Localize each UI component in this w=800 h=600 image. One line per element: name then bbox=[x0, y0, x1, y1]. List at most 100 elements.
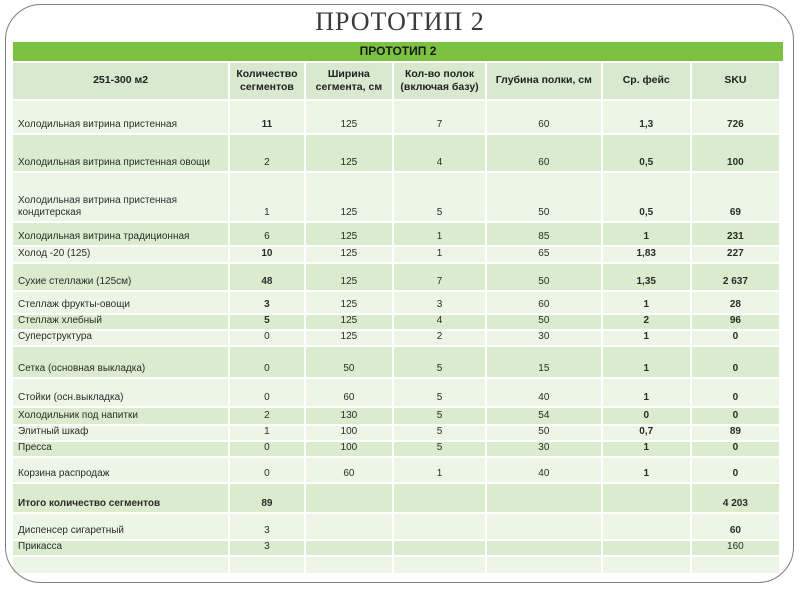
table-row: Холодильная витрина пристенная 11 125 7 60 1,… bbox=[13, 101, 779, 133]
cell: 125 bbox=[305, 223, 393, 245]
cell bbox=[487, 484, 601, 512]
cell: 69 bbox=[691, 173, 779, 221]
row-label: Итого количество сегментов bbox=[13, 484, 229, 512]
cell: 60 bbox=[487, 101, 601, 133]
table-row: Диспенсер сигаретный 3 60 bbox=[13, 514, 779, 539]
cell: 60 bbox=[305, 458, 393, 482]
cell: 40 bbox=[487, 379, 601, 406]
table-row: Прикасса 3 160 bbox=[13, 541, 779, 555]
cell bbox=[394, 514, 485, 539]
cell bbox=[230, 557, 304, 573]
cell: 130 bbox=[305, 408, 393, 424]
cell: 125 bbox=[305, 135, 393, 171]
cell: 5 bbox=[394, 379, 485, 406]
cell: 1 bbox=[230, 426, 304, 440]
cell: 60 bbox=[305, 379, 393, 406]
row-label: Элитный шкаф bbox=[13, 426, 229, 440]
cell: 0,5 bbox=[602, 135, 690, 171]
cell bbox=[394, 484, 485, 512]
cell: 28 bbox=[691, 292, 779, 313]
cell: 0 bbox=[230, 347, 304, 377]
cell bbox=[305, 557, 393, 573]
cell: 227 bbox=[691, 247, 779, 262]
cell: 2 637 bbox=[691, 264, 779, 290]
table-row: Холодильная витрина традиционная 6 125 1 85 1… bbox=[13, 223, 779, 245]
row-label: Холодильная витрина пристенная кондитерс… bbox=[13, 173, 229, 221]
cell: 30 bbox=[487, 331, 601, 345]
cell: 100 bbox=[305, 426, 393, 440]
row-label: Стеллаж хлебный bbox=[13, 315, 229, 329]
table-row: Сухие стеллажи (125см) 48 125 7 50 1,35 2 637 bbox=[13, 264, 779, 290]
data-table: 251-300 м2 Количество сегментов Ширина с… bbox=[11, 61, 781, 575]
cell: 1 bbox=[602, 379, 690, 406]
cell: 100 bbox=[305, 442, 393, 456]
cell: 5 bbox=[394, 347, 485, 377]
cell: 5 bbox=[394, 408, 485, 424]
cell: 85 bbox=[487, 223, 601, 245]
cell: 1 bbox=[394, 458, 485, 482]
table-row: Холод -20 (125) 10 125 1 65 1,83 227 bbox=[13, 247, 779, 262]
cell: 50 bbox=[305, 347, 393, 377]
cell: 125 bbox=[305, 101, 393, 133]
cell: 89 bbox=[230, 484, 304, 512]
column-header-shelf-count: Кол-во полок (включая базу) bbox=[394, 63, 485, 99]
cell: 15 bbox=[487, 347, 601, 377]
table-row: Корзина распродаж 0 60 1 40 1 0 bbox=[13, 458, 779, 482]
cell: 11 bbox=[230, 101, 304, 133]
cell: 100 bbox=[691, 135, 779, 171]
cell: 231 bbox=[691, 223, 779, 245]
cell bbox=[487, 541, 601, 555]
cell: 125 bbox=[305, 315, 393, 329]
cell: 1 bbox=[602, 223, 690, 245]
cell: 4 bbox=[394, 135, 485, 171]
cell: 0 bbox=[691, 458, 779, 482]
cell: 50 bbox=[487, 264, 601, 290]
cell: 0 bbox=[230, 442, 304, 456]
cell: 10 bbox=[230, 247, 304, 262]
cell: 0,7 bbox=[602, 426, 690, 440]
cell: 1,83 bbox=[602, 247, 690, 262]
row-label: Холодильная витрина традиционная bbox=[13, 223, 229, 245]
cell: 7 bbox=[394, 264, 485, 290]
table-row: Стойки (осн.выкладка) 0 60 5 40 1 0 bbox=[13, 379, 779, 406]
cell: 1,3 bbox=[602, 101, 690, 133]
cell: 0 bbox=[602, 408, 690, 424]
header-row: 251-300 м2 Количество сегментов Ширина с… bbox=[13, 63, 779, 99]
cell: 5 bbox=[394, 442, 485, 456]
cell: 30 bbox=[487, 442, 601, 456]
cell bbox=[602, 541, 690, 555]
cell: 0 bbox=[230, 379, 304, 406]
cell: 4 203 bbox=[691, 484, 779, 512]
cell: 0 bbox=[230, 458, 304, 482]
cell: 125 bbox=[305, 331, 393, 345]
cell: 40 bbox=[487, 458, 601, 482]
cell: 5 bbox=[230, 315, 304, 329]
table-row: Стеллаж фрукты-овощи 3 125 3 60 1 28 bbox=[13, 292, 779, 313]
row-label: Холодильная витрина пристенная овощи bbox=[13, 135, 229, 171]
cell: 125 bbox=[305, 247, 393, 262]
cell: 125 bbox=[305, 173, 393, 221]
cell: 125 bbox=[305, 264, 393, 290]
row-label: Корзина распродаж bbox=[13, 458, 229, 482]
cell bbox=[691, 557, 779, 573]
cell: 1 bbox=[394, 223, 485, 245]
table-row: Стеллаж хлебный 5 125 4 50 2 96 bbox=[13, 315, 779, 329]
cell bbox=[394, 541, 485, 555]
row-label: Сетка (основная выкладка) bbox=[13, 347, 229, 377]
column-header-shelf-depth: Глубина полки, см bbox=[487, 63, 601, 99]
cell: 160 bbox=[691, 541, 779, 555]
cell: 50 bbox=[487, 173, 601, 221]
cell bbox=[305, 541, 393, 555]
table-row: Холодильная витрина пристенная кондитерс… bbox=[13, 173, 779, 221]
row-label: Стеллаж фрукты-овощи bbox=[13, 292, 229, 313]
table-body: Холодильная витрина пристенная 11 125 7 60 1,… bbox=[13, 101, 779, 573]
cell: 0 bbox=[691, 347, 779, 377]
column-header-segments: Количество сегментов bbox=[230, 63, 304, 99]
cell: 96 bbox=[691, 315, 779, 329]
cell bbox=[305, 514, 393, 539]
cell: 54 bbox=[487, 408, 601, 424]
column-header-sku: SKU bbox=[691, 63, 779, 99]
table-title-banner: ПРОТОТИП 2 bbox=[13, 42, 783, 61]
prototype-table: ПРОТОТИП 2 251-300 м2 Количество сегмент… bbox=[13, 42, 783, 575]
row-label: Пресса bbox=[13, 442, 229, 456]
